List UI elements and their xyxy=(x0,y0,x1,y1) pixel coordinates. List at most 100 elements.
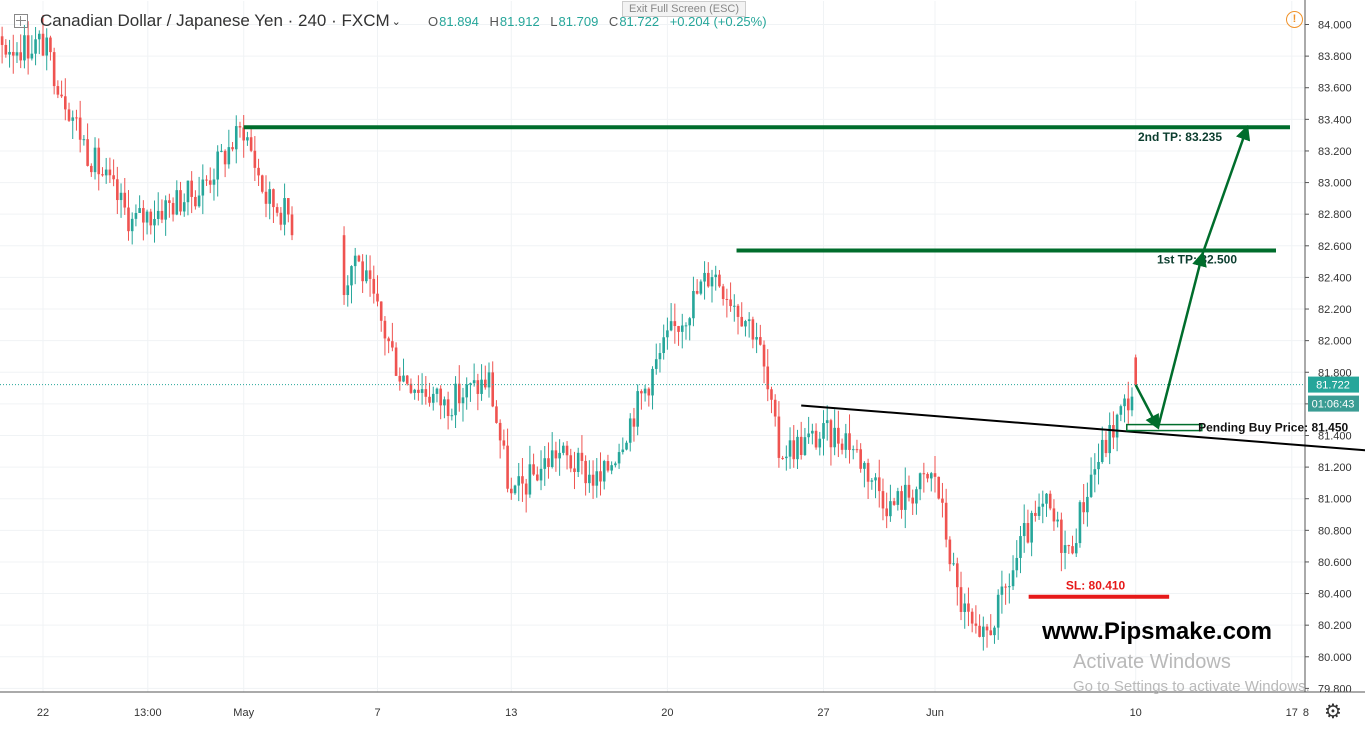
candle-body[interactable] xyxy=(208,180,212,185)
candle-body[interactable] xyxy=(699,281,703,294)
candle-body[interactable] xyxy=(104,169,108,176)
candle-body[interactable] xyxy=(982,626,985,637)
candle-body[interactable] xyxy=(755,337,758,340)
candle-body[interactable] xyxy=(725,298,729,300)
candle-body[interactable] xyxy=(23,35,26,61)
candle-body[interactable] xyxy=(8,51,11,55)
candle-body[interactable] xyxy=(621,449,625,453)
candle-body[interactable] xyxy=(487,372,491,388)
candle-body[interactable] xyxy=(524,483,528,495)
candle-body[interactable] xyxy=(342,235,346,296)
candle-body[interactable] xyxy=(376,293,379,302)
candle-body[interactable] xyxy=(773,399,777,417)
candle-body[interactable] xyxy=(130,218,134,232)
candle-body[interactable] xyxy=(127,207,130,232)
candle-body[interactable] xyxy=(45,37,49,56)
candle-body[interactable] xyxy=(49,37,52,53)
candle-body[interactable] xyxy=(108,169,112,176)
candle-body[interactable] xyxy=(179,190,182,212)
exchange[interactable]: FXCM xyxy=(341,11,390,30)
candle-body[interactable] xyxy=(877,477,881,492)
candle-body[interactable] xyxy=(112,175,115,180)
candle-body[interactable] xyxy=(915,489,918,504)
candle-body[interactable] xyxy=(688,318,691,326)
candle-body[interactable] xyxy=(472,380,476,384)
chevron-down-icon[interactable]: ⌄ xyxy=(391,15,401,28)
candle-body[interactable] xyxy=(970,611,974,624)
candle-body[interactable] xyxy=(996,594,1000,628)
candle-body[interactable] xyxy=(933,473,937,477)
candle-body[interactable] xyxy=(948,539,952,565)
candle-body[interactable] xyxy=(692,290,695,319)
candle-body[interactable] xyxy=(1063,545,1067,553)
alert-icon[interactable]: ! xyxy=(1286,11,1303,28)
candle-body[interactable] xyxy=(595,471,599,486)
candle-body[interactable] xyxy=(398,375,402,382)
candles[interactable] xyxy=(0,15,1137,651)
add-symbol-icon[interactable] xyxy=(14,14,28,28)
candle-body[interactable] xyxy=(409,383,413,393)
candle-body[interactable] xyxy=(52,52,56,87)
candle-body[interactable] xyxy=(885,508,888,517)
candle-body[interactable] xyxy=(19,52,22,61)
candle-body[interactable] xyxy=(565,445,569,456)
candle-body[interactable] xyxy=(201,179,205,196)
candle-body[interactable] xyxy=(744,321,747,327)
candle-body[interactable] xyxy=(1115,414,1119,438)
projection-arrow[interactable] xyxy=(1134,384,1160,430)
candle-body[interactable] xyxy=(889,501,892,517)
candle-body[interactable] xyxy=(116,179,119,201)
candle-body[interactable] xyxy=(353,255,357,267)
candle-body[interactable] xyxy=(175,190,179,215)
candle-body[interactable] xyxy=(781,457,784,459)
candle-body[interactable] xyxy=(799,436,803,455)
candle-body[interactable] xyxy=(1134,357,1137,385)
candle-body[interactable] xyxy=(844,433,848,450)
candle-body[interactable] xyxy=(684,325,688,327)
candle-body[interactable] xyxy=(848,433,851,450)
candle-body[interactable] xyxy=(532,464,535,475)
candle-body[interactable] xyxy=(272,189,275,208)
candle-body[interactable] xyxy=(599,471,602,482)
candle-body[interactable] xyxy=(956,563,959,588)
candle-body[interactable] xyxy=(223,150,227,165)
candle-body[interactable] xyxy=(1019,536,1022,558)
candle-body[interactable] xyxy=(469,383,472,385)
candle-body[interactable] xyxy=(138,208,141,213)
candle-body[interactable] xyxy=(558,452,561,459)
candle-body[interactable] xyxy=(562,445,565,453)
candle-body[interactable] xyxy=(383,320,387,339)
candle-body[interactable] xyxy=(90,165,93,173)
candle-body[interactable] xyxy=(86,139,89,166)
candle-body[interactable] xyxy=(495,406,498,423)
candle-body[interactable] xyxy=(643,388,647,394)
candle-body[interactable] xyxy=(234,126,238,150)
candle-body[interactable] xyxy=(785,456,788,459)
candle-body[interactable] xyxy=(1052,508,1056,522)
candle-body[interactable] xyxy=(1086,496,1089,513)
candle-body[interactable] xyxy=(706,272,710,287)
candle-body[interactable] xyxy=(405,375,409,384)
candle-body[interactable] xyxy=(41,33,45,56)
candle-body[interactable] xyxy=(993,627,996,636)
candle-body[interactable] xyxy=(510,488,513,494)
candle-body[interactable] xyxy=(1104,439,1108,454)
candle-body[interactable] xyxy=(829,420,833,448)
candle-body[interactable] xyxy=(591,474,595,486)
candle-body[interactable] xyxy=(840,443,844,450)
candle-body[interactable] xyxy=(15,52,19,56)
candle-body[interactable] xyxy=(1026,523,1030,543)
candle-body[interactable] xyxy=(350,266,353,286)
candle-body[interactable] xyxy=(257,167,260,176)
candle-body[interactable] xyxy=(614,463,617,466)
candle-body[interactable] xyxy=(1022,523,1026,537)
candle-body[interactable] xyxy=(837,427,840,444)
candle-body[interactable] xyxy=(227,147,231,165)
candle-body[interactable] xyxy=(967,603,970,612)
candle-body[interactable] xyxy=(56,86,60,95)
candle-body[interactable] xyxy=(818,438,822,448)
candle-body[interactable] xyxy=(870,480,874,482)
candle-body[interactable] xyxy=(714,274,718,278)
candle-body[interactable] xyxy=(662,337,665,354)
candle-body[interactable] xyxy=(220,150,223,152)
